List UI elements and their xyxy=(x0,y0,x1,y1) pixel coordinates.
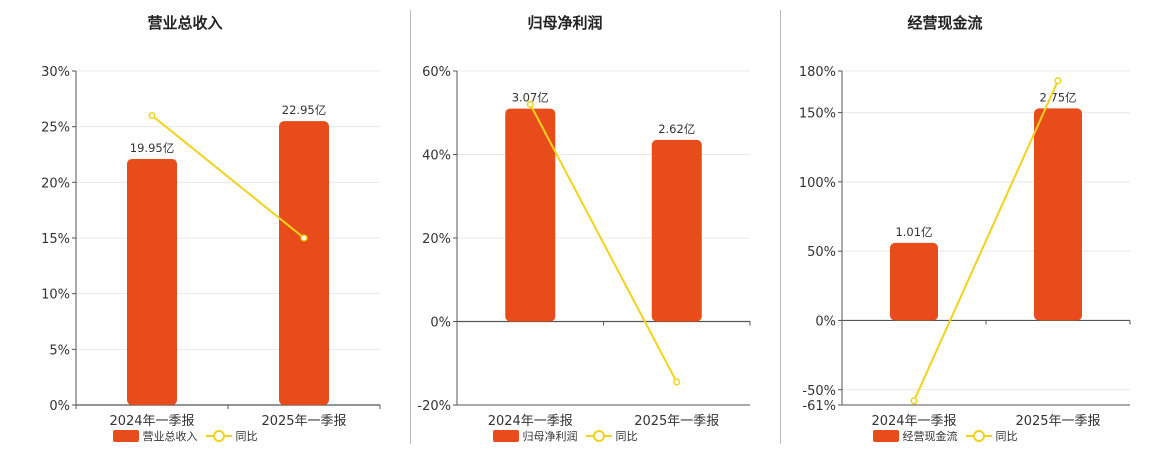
x-tick-label: 2024年一季报 xyxy=(871,414,956,429)
line-point xyxy=(910,397,918,405)
panel-divider xyxy=(410,10,411,444)
legend-item-bar[interactable]: 经营现金流 xyxy=(872,428,958,444)
legend-line-label: 同比 xyxy=(235,430,258,443)
legend-bar-swatch xyxy=(492,430,519,442)
y-tick-label: 150% xyxy=(799,107,836,122)
legend-line-swatch xyxy=(965,430,992,442)
y-tick-label: 60% xyxy=(422,65,451,80)
line-point xyxy=(526,100,534,108)
y-tick-label: 25% xyxy=(41,121,70,136)
bar-data-label: 22.95亿 xyxy=(282,103,326,117)
y-tick-label: -61% xyxy=(802,399,836,414)
y-tick-label: 5% xyxy=(49,343,70,358)
legend-line-swatch xyxy=(585,430,612,442)
bar-data-label: 2.62亿 xyxy=(658,122,695,136)
bar-data-label: 1.01亿 xyxy=(895,225,932,239)
y-tick-label: 20% xyxy=(422,232,451,247)
line-point xyxy=(300,234,308,242)
legend-line-label: 同比 xyxy=(995,430,1018,443)
chart-svg: -20% 0% 20% 40% 60% 2024年一季报 2025年一季报 3.07亿 2.62… xyxy=(417,65,751,429)
chart-title: 营业总收入 xyxy=(147,14,223,32)
x-tick-label: 2024年一季报 xyxy=(488,414,573,429)
legend-bar-label: 营业总收入 xyxy=(142,430,198,443)
y-tick-label: 40% xyxy=(422,149,451,164)
chart-panel-net-profit: 归母净利润 -20% 0% 20% 40% 60% 2024年一季报 2025年一季报 3.0… xyxy=(380,0,751,450)
x-tick-label: 2025年一季报 xyxy=(261,414,346,429)
y-tick-label: 10% xyxy=(41,288,70,303)
chart-legend: 营业总收入 同比 xyxy=(0,427,370,445)
y-tick-label: 0% xyxy=(430,316,451,331)
chart-title: 经营现金流 xyxy=(907,14,983,32)
y-tick-label: 20% xyxy=(41,176,70,191)
chart-legend: 经营现金流 同比 xyxy=(760,427,1130,445)
series-line xyxy=(151,114,305,239)
line-point xyxy=(1054,77,1062,85)
x-tick-label: 2024年一季报 xyxy=(109,414,194,429)
legend-line-swatch xyxy=(205,430,232,442)
chart-svg: -61%-50% 0% 50% 100% 150% 180% 2024年一季报 2025年一季… xyxy=(799,65,1131,429)
bar xyxy=(279,121,329,405)
legend-item-bar[interactable]: 营业总收入 xyxy=(112,428,198,444)
legend-line-label: 同比 xyxy=(615,430,638,443)
y-tick-label: 30% xyxy=(41,65,70,80)
bar xyxy=(1034,108,1082,321)
legend-bar-label: 经营现金流 xyxy=(902,430,958,443)
chart-title: 归母净利润 xyxy=(527,14,603,32)
line-point xyxy=(673,378,681,386)
series-line xyxy=(913,80,1059,402)
legend-item-bar[interactable]: 归母净利润 xyxy=(492,428,578,444)
bar xyxy=(505,108,556,322)
y-tick-label: 0% xyxy=(49,399,70,414)
legend-item-line[interactable]: 同比 xyxy=(965,428,1018,444)
legend-bar-label: 归母净利润 xyxy=(522,430,578,443)
legend-item-line[interactable]: 同比 xyxy=(205,428,258,444)
bar-data-label: 2.75亿 xyxy=(1039,90,1076,104)
x-tick-label: 2025年一季报 xyxy=(1015,414,1100,429)
x-tick-label: 2025年一季报 xyxy=(634,414,719,429)
y-tick-label: 0% xyxy=(815,314,836,329)
chart-panel-revenue: 营业总收入 0% 5% 10% 15% 20% 25% 30% 2024年一季报 2025年一季… xyxy=(0,0,381,450)
chart-legend: 归母净利润 同比 xyxy=(380,427,750,445)
chart-svg: 0% 5% 10% 15% 20% 25% 30% 2024年一季报 2025年一季报 19.95… xyxy=(41,65,381,429)
y-tick-label: -20% xyxy=(417,399,451,414)
legend-bar-swatch xyxy=(872,430,899,442)
bar xyxy=(127,158,177,405)
bar-data-label: 3.07亿 xyxy=(512,91,549,105)
bar-data-label: 19.95亿 xyxy=(130,141,174,155)
y-tick-label: -50% xyxy=(802,384,836,399)
legend-item-line[interactable]: 同比 xyxy=(585,428,638,444)
y-tick-label: 180% xyxy=(799,65,836,80)
y-tick-label: 100% xyxy=(799,176,836,191)
bar xyxy=(890,242,938,321)
legend-bar-swatch xyxy=(112,430,139,442)
series-line xyxy=(529,103,678,383)
y-tick-label: 15% xyxy=(41,232,70,247)
bar xyxy=(651,139,702,322)
panel-divider xyxy=(780,10,781,444)
y-tick-label: 50% xyxy=(807,245,836,260)
line-point xyxy=(148,111,156,120)
chart-panel-cash-flow: 经营现金流 -61% -50% 0% 50% 100% 150% 180% 2024年一季报 2… xyxy=(760,0,1131,450)
